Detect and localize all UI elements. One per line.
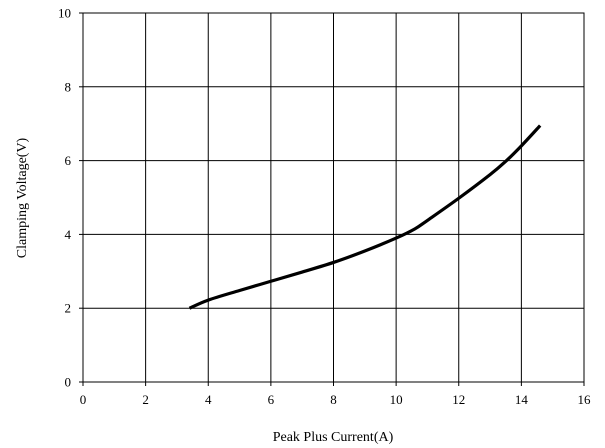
y-axis-title: Clamping Voltage(V) — [15, 137, 30, 258]
y-tick-label: 2 — [65, 301, 72, 316]
x-tick-label: 10 — [390, 392, 403, 407]
y-tick-label: 0 — [65, 375, 72, 390]
x-tick-label: 12 — [452, 392, 465, 407]
x-axis-title: Peak Plus Current(A) — [273, 430, 394, 445]
y-tick-label: 8 — [65, 79, 72, 94]
x-tick-label: 0 — [80, 392, 87, 407]
x-tick-label: 8 — [330, 392, 337, 407]
x-tick-label: 4 — [205, 392, 212, 407]
x-axis-ticks: 0 2 4 6 8 10 12 14 16 — [80, 382, 591, 407]
x-tick-label: 2 — [142, 392, 149, 407]
series-group — [188, 124, 542, 310]
x-tick-label: 6 — [268, 392, 275, 407]
y-tick-label: 10 — [58, 6, 71, 21]
grid-lines — [83, 13, 584, 382]
x-tick-label: 16 — [578, 392, 592, 407]
y-axis-ticks: 0 2 4 6 8 10 — [58, 6, 83, 390]
y-tick-label: 4 — [65, 227, 72, 242]
y-tick-label: 6 — [65, 153, 72, 168]
x-tick-label: 14 — [515, 392, 529, 407]
series-line — [188, 124, 542, 310]
